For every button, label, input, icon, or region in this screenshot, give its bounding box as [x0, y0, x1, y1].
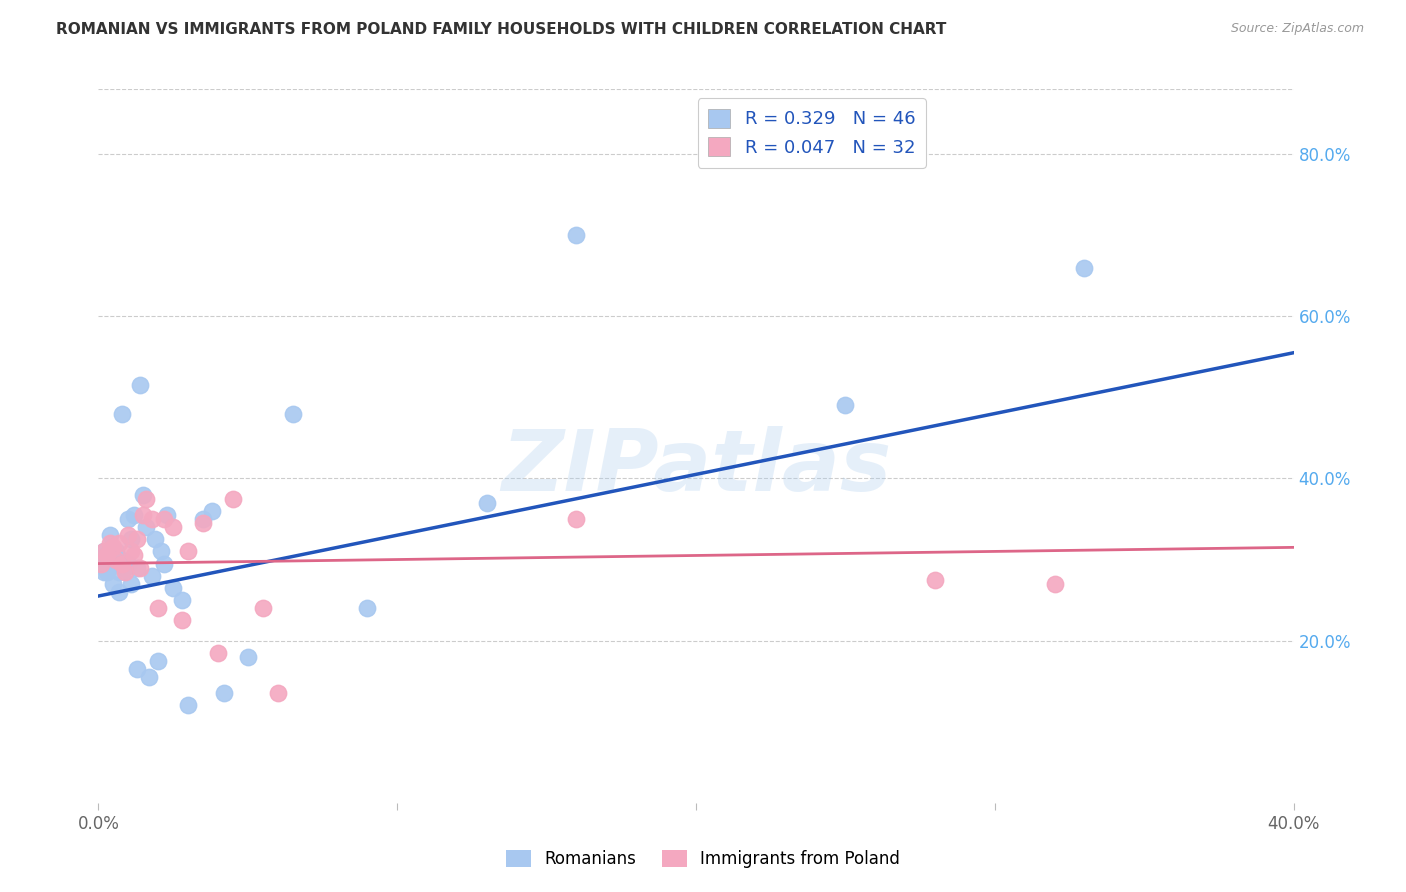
- Point: [924, 573, 946, 587]
- Point: [108, 565, 131, 579]
- Legend: R = 0.329   N = 46, R = 0.047   N = 32: R = 0.329 N = 46, R = 0.047 N = 32: [697, 98, 927, 168]
- Point: [90, 557, 112, 571]
- Point: [105, 552, 128, 566]
- Point: [108, 536, 131, 550]
- Point: [132, 488, 155, 502]
- Point: [132, 508, 155, 522]
- Point: [100, 557, 122, 571]
- Point: [117, 512, 139, 526]
- Text: ROMANIAN VS IMMIGRANTS FROM POLAND FAMILY HOUSEHOLDS WITH CHILDREN CORRELATION C: ROMANIAN VS IMMIGRANTS FROM POLAND FAMIL…: [56, 22, 946, 37]
- Point: [834, 399, 856, 413]
- Point: [135, 520, 157, 534]
- Point: [96, 549, 118, 563]
- Point: [222, 491, 245, 506]
- Point: [191, 512, 214, 526]
- Point: [1073, 260, 1095, 275]
- Point: [124, 508, 146, 522]
- Point: [172, 593, 194, 607]
- Point: [93, 544, 115, 558]
- Point: [475, 496, 498, 510]
- Point: [565, 228, 588, 243]
- Point: [105, 544, 128, 558]
- Point: [148, 654, 170, 668]
- Point: [236, 649, 259, 664]
- Point: [127, 533, 149, 547]
- Point: [153, 512, 176, 526]
- Point: [191, 516, 214, 530]
- Point: [172, 613, 194, 627]
- Point: [162, 581, 184, 595]
- Point: [108, 585, 131, 599]
- Point: [135, 491, 157, 506]
- Point: [103, 541, 125, 555]
- Point: [93, 544, 115, 558]
- Point: [117, 528, 139, 542]
- Point: [252, 601, 274, 615]
- Text: Source: ZipAtlas.com: Source: ZipAtlas.com: [1230, 22, 1364, 36]
- Point: [100, 528, 122, 542]
- Point: [141, 568, 163, 582]
- Point: [117, 557, 139, 571]
- Point: [105, 557, 128, 571]
- Point: [267, 686, 290, 700]
- Point: [103, 544, 125, 558]
- Point: [127, 560, 149, 574]
- Point: [201, 504, 224, 518]
- Point: [120, 533, 142, 547]
- Point: [143, 533, 166, 547]
- Point: [103, 577, 125, 591]
- Point: [111, 407, 134, 421]
- Point: [124, 549, 146, 563]
- Legend: Romanians, Immigrants from Poland: Romanians, Immigrants from Poland: [499, 843, 907, 875]
- Point: [162, 520, 184, 534]
- Point: [177, 698, 200, 713]
- Point: [150, 544, 173, 558]
- Point: [120, 544, 142, 558]
- Point: [111, 557, 134, 571]
- Point: [212, 686, 235, 700]
- Point: [96, 549, 118, 563]
- Point: [565, 512, 588, 526]
- Text: ZIPatlas: ZIPatlas: [501, 425, 891, 509]
- Point: [111, 552, 134, 566]
- Point: [1043, 577, 1066, 591]
- Point: [177, 544, 200, 558]
- Point: [114, 565, 136, 579]
- Point: [129, 560, 152, 574]
- Point: [141, 512, 163, 526]
- Point: [120, 577, 142, 591]
- Point: [127, 662, 149, 676]
- Point: [129, 378, 152, 392]
- Point: [153, 557, 176, 571]
- Point: [93, 565, 115, 579]
- Point: [90, 552, 112, 566]
- Point: [138, 670, 160, 684]
- Point: [100, 536, 122, 550]
- Point: [356, 601, 378, 615]
- Point: [114, 560, 136, 574]
- Point: [156, 508, 179, 522]
- Point: [207, 646, 229, 660]
- Point: [96, 565, 118, 579]
- Point: [281, 407, 304, 421]
- Point: [148, 601, 170, 615]
